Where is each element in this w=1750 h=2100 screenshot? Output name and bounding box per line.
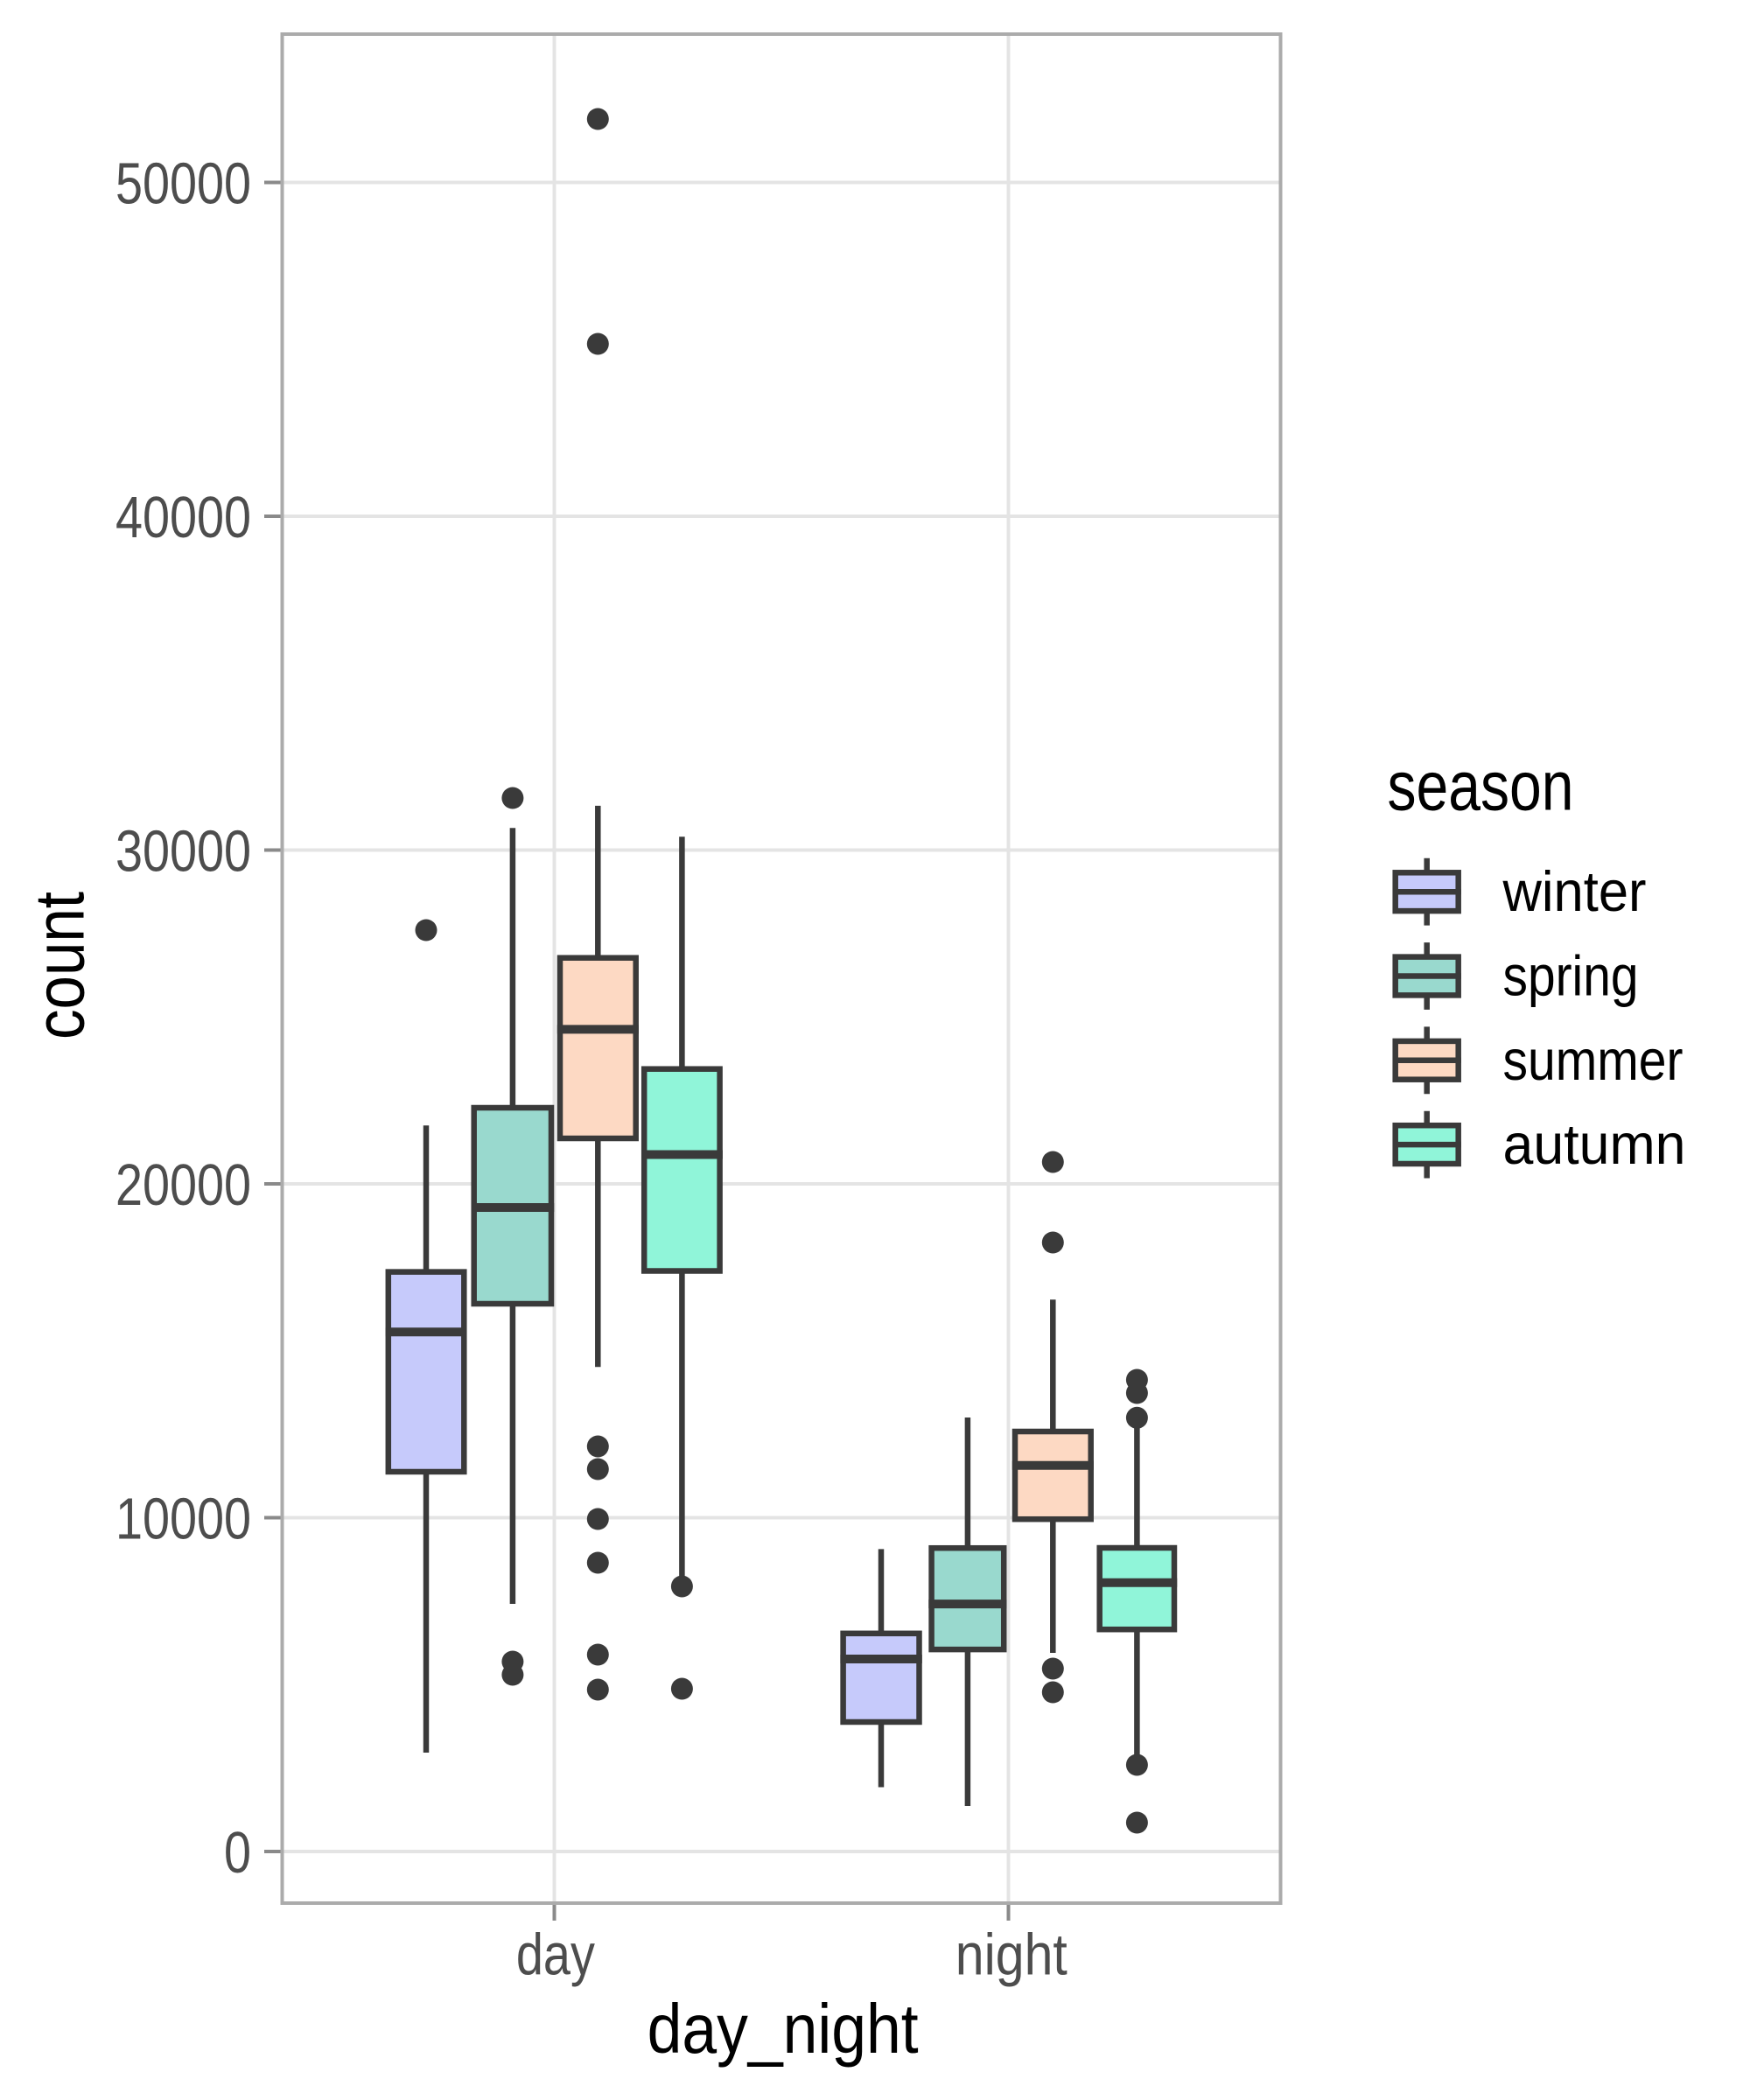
svg-text:season: season	[1388, 747, 1574, 825]
svg-text:20000: 20000	[116, 1152, 251, 1218]
svg-text:night: night	[956, 1922, 1068, 1988]
svg-text:day_night: day_night	[648, 1990, 919, 2068]
svg-text:summer: summer	[1503, 1028, 1684, 1092]
svg-text:count: count	[21, 892, 99, 1040]
svg-text:winter: winter	[1502, 859, 1647, 923]
svg-text:autumn: autumn	[1503, 1112, 1686, 1176]
svg-text:10000: 10000	[116, 1487, 251, 1552]
svg-text:30000: 30000	[116, 819, 251, 885]
svg-text:40000: 40000	[116, 485, 251, 550]
svg-text:spring: spring	[1503, 944, 1639, 1008]
svg-text:0: 0	[224, 1820, 251, 1886]
svg-text:day: day	[516, 1922, 595, 1988]
svg-text:50000: 50000	[116, 151, 251, 217]
